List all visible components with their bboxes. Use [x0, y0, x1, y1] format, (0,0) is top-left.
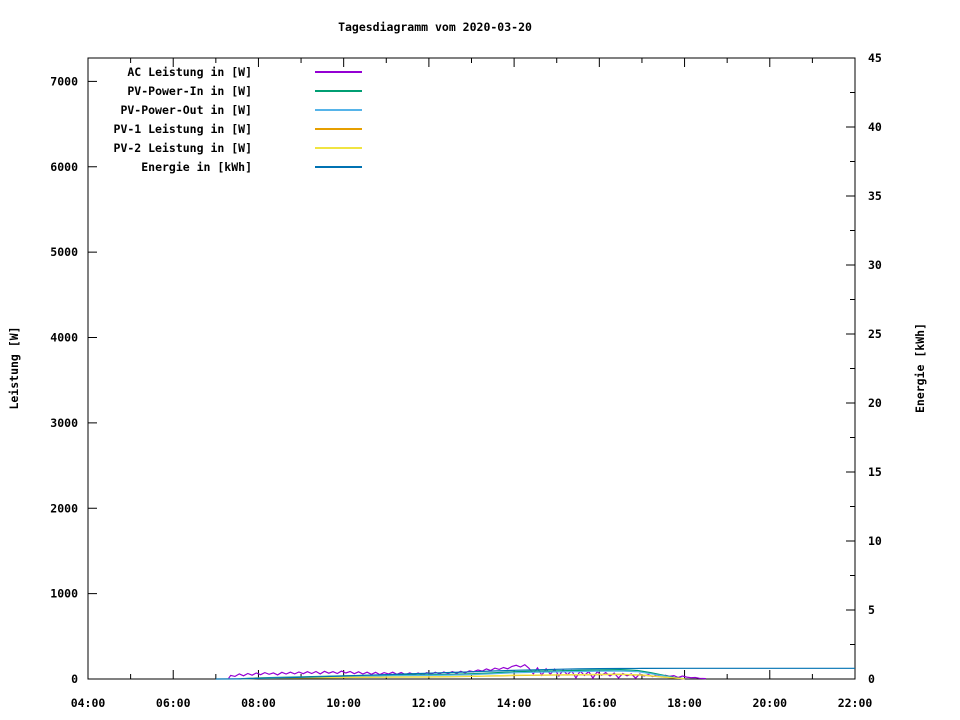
x-tick-label: 22:00 — [838, 696, 873, 710]
legend-label: PV-1 Leistung in [W] — [113, 121, 252, 136]
y-left-tick-label: 0 — [71, 672, 78, 686]
y-right-tick-label: 10 — [868, 534, 882, 548]
legend-color-line — [315, 127, 362, 130]
legend-label: PV-Power-Out in [W] — [120, 102, 252, 117]
x-tick-label: 18:00 — [667, 696, 702, 710]
y-left-tick-label: 5000 — [50, 245, 78, 259]
legend-item-pv2-leistung: PV-2 Leistung in [W] — [82, 138, 362, 157]
y-left-tick-label: 6000 — [50, 160, 78, 174]
legend-item-pv1-leistung: PV-1 Leistung in [W] — [82, 119, 362, 138]
x-tick-label: 08:00 — [241, 696, 276, 710]
y-left-tick-label: 2000 — [50, 501, 78, 515]
x-tick-label: 06:00 — [156, 696, 191, 710]
x-tick-label: 20:00 — [752, 696, 787, 710]
y-right-tick-label: 40 — [868, 120, 882, 134]
y-right-tick-label: 25 — [868, 327, 882, 341]
legend-item-pv-power-in: PV-Power-In in [W] — [82, 81, 362, 100]
y-left-tick-label: 1000 — [50, 587, 78, 601]
y-left-ticks: 0 1000 2000 3000 4000 5000 6000 7000 — [50, 74, 97, 686]
legend-color-line — [315, 165, 362, 168]
legend-item-ac-leistung: AC Leistung in [W] — [82, 62, 362, 81]
y-left-tick-label: 7000 — [50, 74, 78, 88]
chart-title: Tagesdiagramm vom 2020-03-20 — [338, 20, 532, 34]
series-line-energie — [215, 667, 855, 680]
x-tick-label: 12:00 — [412, 696, 447, 710]
y-right-tick-label: 20 — [868, 396, 882, 410]
legend-color-line — [315, 146, 362, 149]
y-right-tick-label: 5 — [868, 603, 875, 617]
legend-color-line — [315, 70, 362, 73]
x-tick-label: 04:00 — [71, 696, 106, 710]
y-left-tick-label: 4000 — [50, 331, 78, 345]
legend-label: PV-Power-In in [W] — [127, 83, 252, 98]
legend-label: AC Leistung in [W] — [127, 64, 252, 79]
legend-color-line — [315, 108, 362, 111]
x-tick-label: 16:00 — [582, 696, 617, 710]
legend-item-energie: Energie in [kWh] — [82, 157, 362, 176]
legend-label: PV-2 Leistung in [W] — [113, 140, 252, 155]
chart-legend: AC Leistung in [W] PV-Power-In in [W] PV-P… — [82, 62, 362, 176]
y-right-tick-label: 45 — [868, 51, 882, 65]
y-right-tick-label: 35 — [868, 189, 882, 203]
legend-label: Energie in [kWh] — [141, 159, 252, 174]
legend-item-pv-power-out: PV-Power-Out in [W] — [82, 100, 362, 119]
series-line-pv2-leistung — [241, 673, 685, 680]
y-right-tick-label: 0 — [868, 672, 875, 686]
y-right-ticks: 0 5 10 15 20 25 30 35 40 45 — [846, 51, 882, 686]
y-right-tick-label: 30 — [868, 258, 882, 272]
x-axis-ticks: 04:00 06:00 08:00 10:00 12:00 14:00 16:00 18:00… — [71, 58, 873, 710]
legend-color-line — [315, 89, 362, 92]
y-right-tick-label: 15 — [868, 465, 882, 479]
x-tick-label: 14:00 — [497, 696, 532, 710]
y-left-tick-label: 3000 — [50, 416, 78, 430]
x-tick-label: 10:00 — [326, 696, 361, 710]
